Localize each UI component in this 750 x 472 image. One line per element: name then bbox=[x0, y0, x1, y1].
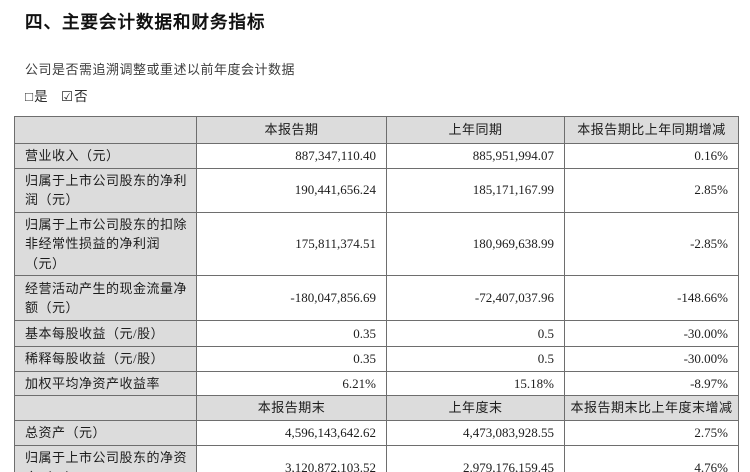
restatement-question: 公司是否需追溯调整或重述以前年度会计数据 bbox=[25, 62, 296, 77]
checkbox-no-label: 否 bbox=[74, 89, 88, 104]
section-title: 四、主要会计数据和财务指标 bbox=[25, 12, 266, 32]
col-header-blank bbox=[14, 116, 197, 144]
checkbox-yes-label: 是 bbox=[34, 89, 48, 104]
table-row-net-assets: 归属于上市公司股东的净资产（元） 3,120,872,103.52 2,979,… bbox=[14, 444, 739, 472]
row-label: 基本每股收益（元/股） bbox=[14, 320, 197, 347]
table-row-total-assets: 总资产（元） 4,596,143,642.62 4,473,083,928.55… bbox=[14, 419, 739, 446]
value-current: 190,441,656.24 bbox=[196, 167, 387, 213]
value-prior: 0.5 bbox=[386, 346, 565, 372]
checkbox-no[interactable]: ☑否 bbox=[61, 85, 88, 105]
checkbox-checked-icon: ☑ bbox=[61, 89, 74, 104]
row-label: 加权平均净资产收益率 bbox=[14, 370, 197, 396]
checkbox-yes[interactable]: □是 bbox=[25, 85, 48, 105]
col-header-prior-year-end: 上年度末 bbox=[386, 395, 565, 421]
col-header-blank bbox=[14, 395, 197, 421]
value-prior: 185,171,167.99 bbox=[386, 167, 565, 213]
value-prior: 2,979,176,159.45 bbox=[386, 444, 565, 472]
row-label: 归属于上市公司股东的净资产（元） bbox=[14, 444, 197, 472]
value-current: 175,811,374.51 bbox=[196, 211, 387, 276]
row-label: 归属于上市公司股东的净利润（元） bbox=[14, 167, 197, 213]
value-change: -30.00% bbox=[564, 346, 739, 372]
value-change: -2.85% bbox=[564, 211, 739, 276]
report-page: 四、主要会计数据和财务指标 公司是否需追溯调整或重述以前年度会计数据 □是 ☑否… bbox=[0, 9, 750, 472]
value-prior: 885,951,994.07 bbox=[386, 143, 565, 169]
value-current: 6.21% bbox=[196, 370, 387, 396]
col-header-current-period: 本报告期 bbox=[196, 116, 387, 144]
table-header-row-period-end: 本报告期末 上年度末 本报告期末比上年度末增减 bbox=[14, 395, 739, 421]
value-prior: 0.5 bbox=[386, 320, 565, 347]
row-label: 归属于上市公司股东的扣除非经常性损益的净利润（元） bbox=[14, 211, 197, 276]
value-current: -180,047,856.69 bbox=[196, 275, 387, 321]
col-header-prior-period: 上年同期 bbox=[386, 116, 565, 144]
value-current: 887,347,110.40 bbox=[196, 143, 387, 169]
col-header-period-end-change: 本报告期末比上年度末增减 bbox=[564, 395, 739, 421]
value-change: 2.75% bbox=[564, 419, 739, 446]
table-row-basic-eps: 基本每股收益（元/股） 0.35 0.5 -30.00% bbox=[14, 320, 739, 347]
row-label: 营业收入（元） bbox=[14, 143, 197, 169]
table-row-net-profit-excl-nonrecurring: 归属于上市公司股东的扣除非经常性损益的净利润（元） 175,811,374.51… bbox=[14, 211, 739, 276]
col-header-current-period-end: 本报告期末 bbox=[196, 395, 387, 421]
checkbox-unchecked-icon: □ bbox=[25, 89, 34, 104]
value-change: 4.76% bbox=[564, 444, 739, 472]
row-label: 总资产（元） bbox=[14, 419, 197, 446]
row-label: 经营活动产生的现金流量净额（元） bbox=[14, 275, 197, 321]
value-current: 0.35 bbox=[196, 346, 387, 372]
value-change: -148.66% bbox=[564, 275, 739, 321]
table-row-weighted-avg-roe: 加权平均净资产收益率 6.21% 15.18% -8.97% bbox=[14, 370, 739, 396]
value-change: -30.00% bbox=[564, 320, 739, 347]
value-change: 2.85% bbox=[564, 167, 739, 213]
value-change: -8.97% bbox=[564, 370, 739, 396]
value-prior: 15.18% bbox=[386, 370, 565, 396]
value-prior: 180,969,638.99 bbox=[386, 211, 565, 276]
financial-indicators-table: 本报告期 上年同期 本报告期比上年同期增减 营业收入（元） 887,347,11… bbox=[14, 116, 739, 472]
value-current: 4,596,143,642.62 bbox=[196, 419, 387, 446]
value-change: 0.16% bbox=[564, 143, 739, 169]
table-row-revenue: 营业收入（元） 887,347,110.40 885,951,994.07 0.… bbox=[14, 143, 739, 169]
value-current: 0.35 bbox=[196, 320, 387, 347]
value-prior: -72,407,037.96 bbox=[386, 275, 565, 321]
table-row-net-profit: 归属于上市公司股东的净利润（元） 190,441,656.24 185,171,… bbox=[14, 167, 739, 213]
restatement-options: □是 ☑否 bbox=[25, 85, 750, 105]
table-header-row-period: 本报告期 上年同期 本报告期比上年同期增减 bbox=[14, 116, 739, 144]
table-row-diluted-eps: 稀释每股收益（元/股） 0.35 0.5 -30.00% bbox=[14, 346, 739, 372]
table-row-operating-cash-flow: 经营活动产生的现金流量净额（元） -180,047,856.69 -72,407… bbox=[14, 275, 739, 321]
value-current: 3,120,872,103.52 bbox=[196, 444, 387, 472]
row-label: 稀释每股收益（元/股） bbox=[14, 346, 197, 372]
col-header-period-change: 本报告期比上年同期增减 bbox=[564, 116, 739, 144]
value-prior: 4,473,083,928.55 bbox=[386, 419, 565, 446]
